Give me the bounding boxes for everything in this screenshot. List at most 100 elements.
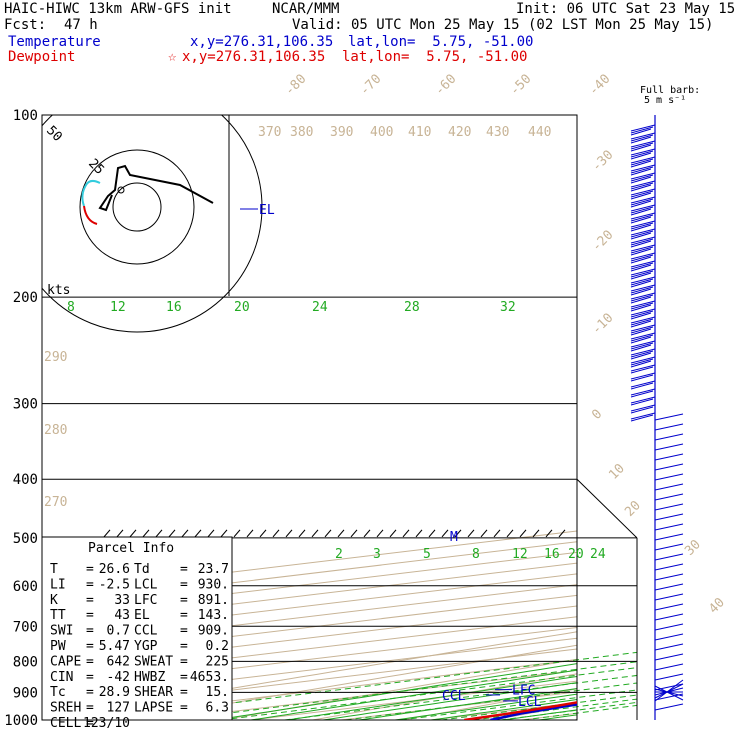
moist-adiabat-label: 28: [404, 300, 420, 315]
hatch-mark: [181, 529, 189, 538]
dry-adiabat: [673, 115, 740, 720]
parcel-row-label: LCL: [134, 577, 158, 592]
wind-barb: [630, 286, 654, 294]
wind-barb: [630, 140, 656, 148]
parcel-row-label: CAPE: [50, 654, 81, 669]
pressure-label: 1000: [4, 713, 38, 729]
isotherm-label: -30: [589, 148, 616, 175]
wind-barb: [630, 260, 656, 268]
wind-barb: [630, 406, 654, 414]
wind-barb: [630, 160, 652, 168]
wind-barb: [630, 148, 656, 156]
wind-barb: [630, 356, 656, 364]
parcel-row-label: LAPSE: [134, 701, 173, 716]
isotherm-line: [42, 584, 577, 649]
isotherm-label: 10: [606, 461, 628, 483]
theta-label: 270: [44, 495, 67, 510]
parcel-row-label: PW: [50, 639, 66, 654]
org-label: NCAR/MMM: [272, 1, 340, 17]
pressure-label: 200: [13, 290, 38, 306]
isotherm-label: 30: [682, 537, 704, 559]
parcel-row-value: 909.: [198, 624, 229, 639]
wind-barb: [630, 270, 654, 278]
isotherm-label: -40: [586, 72, 613, 99]
wind-barb: [630, 302, 654, 310]
hatch-mark: [155, 529, 163, 538]
parcel-row-eq: =: [86, 608, 94, 623]
parcel-row-value: 127: [107, 701, 130, 716]
theta-label: 390: [330, 125, 353, 140]
plot-border: [41, 114, 578, 721]
model-title: HAIC-HIWC 13km ARW-GFS init: [4, 1, 232, 17]
wind-barb: [630, 324, 656, 332]
parcel-row-eq: =: [180, 685, 188, 700]
mixing-ratio-label: 24: [590, 547, 606, 562]
parcel-row-label: CELL: [50, 716, 81, 731]
isotherm-label: -80: [282, 72, 309, 99]
wind-barb: [630, 196, 656, 204]
parcel-row-eq: =: [86, 562, 94, 577]
wind-barb: [630, 332, 656, 340]
parcel-row-value: 43: [114, 608, 130, 623]
wind-barb: [630, 230, 654, 238]
wind-barb: [630, 214, 654, 222]
wind-barb: [654, 443, 684, 451]
dewpoint-legend: Dewpoint: [8, 49, 76, 65]
pressure-label: 100: [13, 108, 38, 124]
wind-barb: [654, 423, 684, 431]
wind-barb: [630, 184, 652, 192]
hatch-mark: [519, 529, 527, 538]
mixing-ratio-label: 2: [335, 547, 343, 562]
moist-adiabat: [286, 675, 577, 720]
parcel-row-value: 0.2: [206, 639, 229, 654]
moist-adiabat-label: 12: [110, 300, 126, 315]
temperature-xy: x,y=276.31,106.35: [190, 34, 334, 50]
wind-barb: [654, 513, 684, 521]
wind-barb: [630, 316, 656, 324]
dewpoint-xy: x,y=276.31,106.35: [182, 49, 326, 65]
lfc-label: LFC: [512, 684, 535, 699]
hatch-mark: [545, 529, 553, 538]
dry-adiabat: [492, 704, 577, 720]
wind-barb: [630, 412, 656, 420]
wind-barb: [630, 208, 652, 216]
wind-barb: [630, 182, 654, 190]
wind-barb: [630, 212, 656, 220]
mixing-ratio-lines: [96, 526, 637, 720]
wind-barb: [654, 523, 684, 531]
valid-time: Valid: 05 UTC Mon 25 May 15 (02 LST Mon …: [292, 17, 714, 33]
isotherm-label: 20: [622, 498, 644, 520]
parcel-row-eq: =: [86, 593, 94, 608]
wind-barb: [630, 318, 654, 326]
isotherm-label: -60: [432, 72, 459, 99]
isotherm-line: [520, 712, 577, 720]
wind-barb: [630, 366, 654, 374]
wind-barb: [630, 326, 654, 334]
parcel-row-label: TT: [50, 608, 66, 623]
wind-barb: [630, 312, 652, 320]
wind-barb: [630, 310, 654, 318]
hodograph-storm-motion: [117, 186, 125, 194]
moist-adiabat-label: 8: [67, 300, 75, 315]
wind-barb: [630, 256, 652, 264]
parcel-panel-box: [41, 536, 233, 721]
wind-barb: [630, 136, 652, 144]
wind-barb: [630, 340, 656, 348]
parcel-row-value: 26.6: [99, 562, 130, 577]
mean-label: M: [450, 530, 458, 545]
wind-barb: [630, 188, 656, 196]
parcel-row-eq: =: [180, 670, 188, 685]
wind-barb: [630, 352, 652, 360]
parcel-row-eq: =: [180, 701, 188, 716]
wind-barb: [630, 390, 654, 398]
parcel-title: Parcel Info: [88, 541, 174, 556]
wind-barb: [630, 264, 652, 272]
parcel-row-label: K: [50, 593, 58, 608]
parcel-row-label: CIN: [50, 670, 73, 685]
parcel-row-label: CCL: [134, 624, 158, 639]
parcel-info-panel: Parcel Info T = 26.6 Td = 23.7 LI = -2.5 LCL = 930. K…: [41, 536, 233, 731]
moist-adiabat-label: 32: [500, 300, 516, 315]
wind-barb: [630, 164, 656, 172]
theta-label: 420: [448, 125, 471, 140]
